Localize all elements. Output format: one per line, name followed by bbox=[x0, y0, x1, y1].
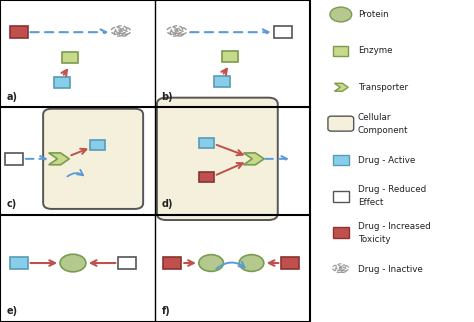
Text: Transporter: Transporter bbox=[358, 83, 408, 92]
Circle shape bbox=[171, 26, 182, 33]
FancyBboxPatch shape bbox=[333, 191, 349, 202]
Circle shape bbox=[239, 255, 264, 271]
Polygon shape bbox=[49, 153, 69, 165]
Text: e): e) bbox=[6, 307, 18, 317]
FancyBboxPatch shape bbox=[199, 137, 214, 148]
Circle shape bbox=[121, 28, 131, 34]
Text: a): a) bbox=[6, 92, 17, 102]
FancyBboxPatch shape bbox=[281, 257, 299, 269]
Text: Drug - Reduced: Drug - Reduced bbox=[358, 185, 426, 194]
FancyBboxPatch shape bbox=[214, 76, 230, 87]
Text: Toxicity: Toxicity bbox=[358, 235, 391, 244]
FancyBboxPatch shape bbox=[333, 227, 349, 238]
Polygon shape bbox=[335, 83, 348, 91]
FancyBboxPatch shape bbox=[328, 116, 354, 131]
Circle shape bbox=[339, 268, 346, 272]
Text: Cellular: Cellular bbox=[358, 113, 392, 122]
Text: Effect: Effect bbox=[358, 198, 383, 207]
Text: Component: Component bbox=[358, 126, 409, 135]
Circle shape bbox=[116, 26, 127, 33]
FancyBboxPatch shape bbox=[157, 98, 278, 220]
Text: d): d) bbox=[162, 199, 173, 209]
Circle shape bbox=[175, 30, 184, 36]
Text: Drug - Active: Drug - Active bbox=[358, 156, 415, 165]
FancyBboxPatch shape bbox=[5, 153, 23, 165]
Circle shape bbox=[341, 266, 349, 271]
Text: Protein: Protein bbox=[358, 10, 389, 19]
Circle shape bbox=[170, 30, 179, 36]
Circle shape bbox=[177, 28, 187, 34]
Text: Drug - Inactive: Drug - Inactive bbox=[358, 265, 423, 274]
Circle shape bbox=[336, 264, 346, 270]
FancyBboxPatch shape bbox=[9, 257, 27, 269]
Circle shape bbox=[60, 254, 86, 272]
FancyBboxPatch shape bbox=[0, 0, 310, 322]
FancyBboxPatch shape bbox=[90, 140, 105, 150]
Circle shape bbox=[335, 268, 343, 272]
Circle shape bbox=[119, 30, 128, 36]
FancyBboxPatch shape bbox=[164, 257, 182, 269]
Text: Enzyme: Enzyme bbox=[358, 46, 392, 55]
Text: b): b) bbox=[162, 92, 173, 102]
Circle shape bbox=[330, 7, 352, 22]
FancyBboxPatch shape bbox=[273, 26, 292, 38]
FancyBboxPatch shape bbox=[333, 155, 349, 166]
FancyBboxPatch shape bbox=[43, 109, 143, 209]
Circle shape bbox=[167, 27, 177, 34]
Circle shape bbox=[114, 30, 123, 36]
FancyBboxPatch shape bbox=[9, 26, 27, 38]
Circle shape bbox=[199, 255, 223, 271]
FancyBboxPatch shape bbox=[54, 77, 70, 88]
Polygon shape bbox=[244, 153, 264, 165]
FancyBboxPatch shape bbox=[199, 172, 214, 182]
Circle shape bbox=[332, 265, 341, 271]
Text: c): c) bbox=[6, 199, 17, 209]
Text: f): f) bbox=[162, 307, 170, 317]
FancyBboxPatch shape bbox=[118, 257, 137, 269]
Text: Drug - Increased: Drug - Increased bbox=[358, 222, 430, 231]
Circle shape bbox=[111, 27, 121, 34]
